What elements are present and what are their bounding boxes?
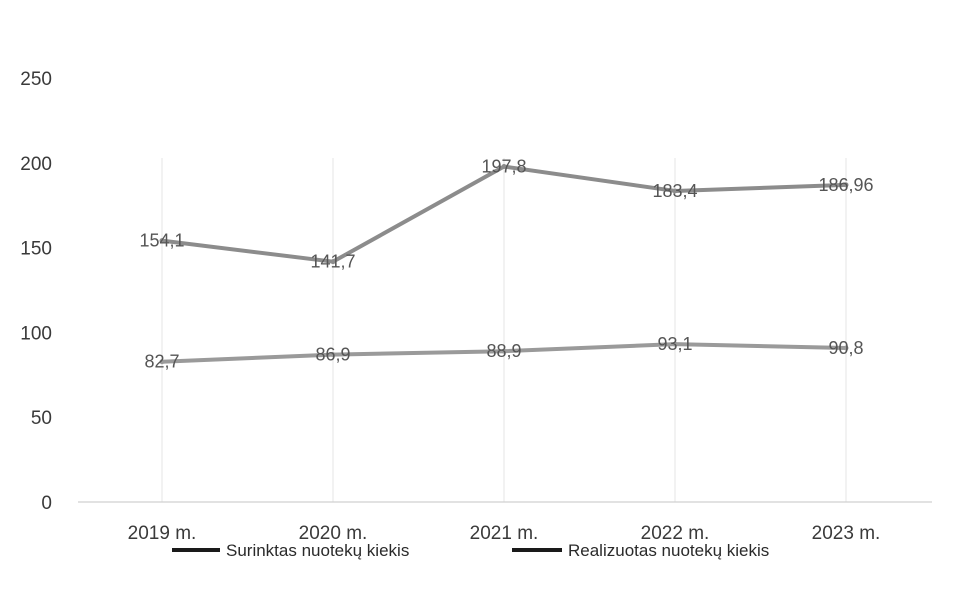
- legend-label-1: Realizuotas nuotekų kiekis: [568, 541, 769, 560]
- data-point-0-1: [330, 259, 336, 265]
- x-tick-label-2: 2021 m.: [470, 523, 539, 544]
- data-point-1-3: [672, 341, 678, 347]
- legend-label-0: Surinktas nuotekų kiekis: [226, 541, 409, 560]
- x-tick-label-4: 2023 m.: [812, 523, 881, 544]
- y-tick-label-0: 0: [41, 493, 52, 514]
- data-point-1-4: [843, 345, 849, 351]
- data-label-1-4: 90,8: [828, 338, 863, 358]
- x-tick-label-1: 2020 m.: [299, 523, 368, 544]
- y-tick-label-150: 150: [20, 239, 52, 260]
- grid-layer: [161, 158, 847, 502]
- data-label-0-0: 154,1: [139, 231, 184, 251]
- y-tick-label-250: 250: [20, 69, 52, 90]
- data-point-0-4: [843, 182, 849, 188]
- y-tick-label-200: 200: [20, 154, 52, 175]
- data-label-1-1: 86,9: [315, 345, 350, 365]
- data-label-0-2: 197,8: [481, 157, 526, 177]
- data-label-layer: 154,1 141,7 197,8 183,4 186,96 82,7 86,9 88,9 93…: [139, 157, 873, 372]
- x-tick-label-3: 2022 m.: [641, 523, 710, 544]
- data-label-1-0: 82,7: [144, 352, 179, 372]
- legend: Surinktas nuotekų kiekis Realizuotas nuot…: [172, 541, 769, 560]
- y-tick-label-100: 100: [20, 323, 52, 344]
- data-point-1-0: [159, 359, 165, 365]
- data-label-0-4: 186,96: [818, 175, 873, 195]
- axis-layer: 0 50 100 150 200 250 2019 m. 2020 m. 2021 m. 2022…: [20, 69, 932, 544]
- y-tick-label-50: 50: [31, 408, 52, 429]
- data-point-1-2: [501, 348, 507, 354]
- data-label-1-2: 88,9: [486, 341, 521, 361]
- data-point-0-0: [159, 238, 165, 244]
- series-layer: [159, 164, 849, 365]
- data-point-0-3: [672, 188, 678, 194]
- data-label-1-3: 93,1: [657, 334, 692, 354]
- data-label-0-1: 141,7: [310, 252, 355, 272]
- data-label-0-3: 183,4: [652, 181, 697, 201]
- x-tick-label-0: 2019 m.: [128, 523, 197, 544]
- data-point-0-2: [501, 164, 507, 170]
- data-point-1-1: [330, 352, 336, 358]
